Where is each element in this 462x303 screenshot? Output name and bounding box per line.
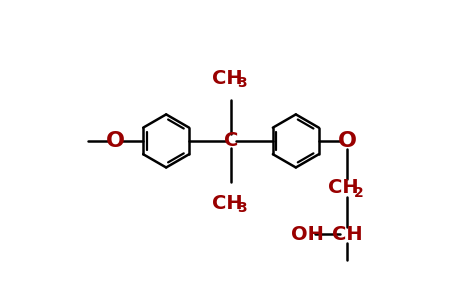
- Text: 2: 2: [353, 185, 363, 199]
- Text: 3: 3: [237, 201, 246, 215]
- Text: CH: CH: [212, 194, 243, 213]
- Text: O: O: [105, 131, 124, 151]
- Text: CH: CH: [212, 69, 243, 88]
- Text: 3: 3: [237, 76, 246, 90]
- Text: O: O: [338, 131, 357, 151]
- Text: CH: CH: [332, 225, 362, 244]
- Text: OH: OH: [292, 225, 324, 244]
- Text: C: C: [224, 132, 238, 151]
- Text: CH: CH: [328, 178, 359, 197]
